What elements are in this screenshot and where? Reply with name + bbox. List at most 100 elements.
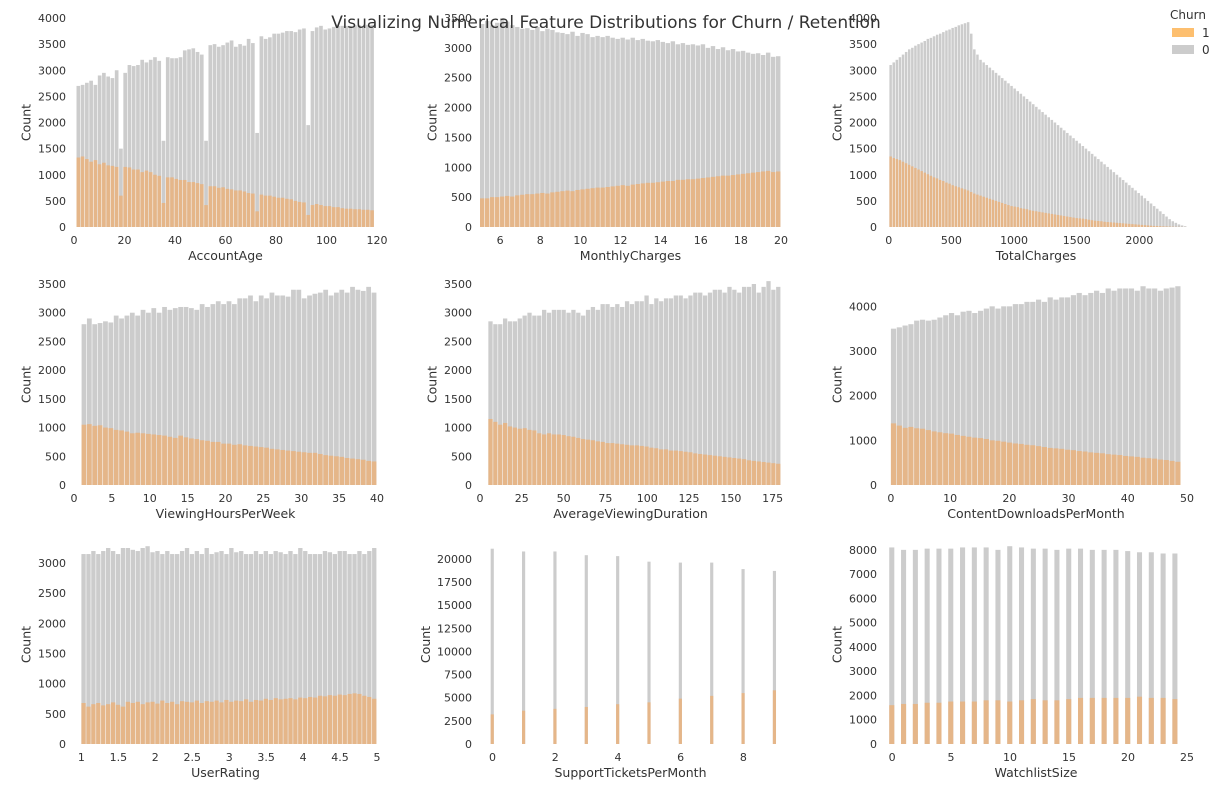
y-axis-label: Count	[18, 626, 33, 663]
bar-churned	[540, 192, 545, 227]
bar-retained	[1022, 96, 1026, 228]
bar-retained	[561, 309, 566, 485]
bar-churned	[303, 698, 308, 744]
bar-retained	[189, 308, 194, 485]
bar-retained	[1053, 299, 1059, 485]
bar-retained	[332, 554, 337, 744]
subplot-TotalCharges: 0 500 1000 1500 2000 TotalCharges 0 500 1000 1500…	[829, 12, 1187, 263]
bar-retained	[654, 298, 659, 485]
legend-label-retained: 0	[1202, 42, 1210, 57]
bar-churned	[1152, 225, 1156, 227]
bar-churned	[660, 181, 666, 227]
bar-retained	[1030, 548, 1036, 744]
bar-churned	[115, 704, 121, 744]
bar-churned	[106, 165, 110, 227]
y-axis-label: Count	[424, 366, 439, 403]
y-tick-label: 500	[45, 450, 66, 463]
legend-entry-retained: 0	[1172, 41, 1210, 58]
bar-churned	[242, 445, 248, 485]
bar-retained	[1000, 78, 1004, 227]
bar-retained	[610, 306, 615, 485]
bar-churned	[1131, 224, 1134, 227]
bar-retained	[1174, 222, 1178, 227]
x-tick-label: 20	[774, 234, 788, 247]
bar-churned	[81, 702, 86, 744]
bar-churned	[1097, 220, 1100, 227]
bar-retained	[80, 84, 85, 227]
bar-retained	[1054, 549, 1060, 744]
y-tick-label: 500	[451, 191, 472, 204]
x-tick-label: 0	[477, 492, 484, 505]
bar-churned	[157, 175, 162, 227]
bar-retained	[581, 315, 586, 485]
legend-swatch-retained	[1172, 45, 1194, 54]
bar-churned	[556, 434, 561, 485]
bar-churned	[331, 207, 336, 227]
bar-retained	[1123, 288, 1129, 485]
bar-churned	[312, 697, 318, 744]
bar-retained	[273, 551, 278, 744]
x-tick-label: 35	[332, 492, 346, 505]
bar-retained	[209, 554, 214, 744]
bar-retained	[110, 78, 115, 227]
x-axis: 0 2 4 6 8 SupportTicketsPerMonth	[489, 751, 747, 780]
bar-churned	[127, 167, 132, 227]
bar-retained	[204, 548, 209, 744]
bar-retained	[584, 555, 588, 744]
bar-churned	[1094, 220, 1097, 227]
bar-churned	[255, 211, 259, 227]
x-tick-label: 30	[1062, 492, 1076, 505]
y-axis: 0 1000 2000 3000 4000 5000 6000 7000 8000 Count	[829, 544, 877, 751]
bar-retained	[948, 548, 954, 744]
bar-retained	[1103, 164, 1106, 227]
bar-churned	[735, 174, 741, 227]
bar-churned	[268, 195, 272, 227]
bar-retained	[705, 47, 711, 227]
bar-churned	[273, 698, 278, 744]
bar-churned	[926, 174, 930, 227]
y-tick-label: 0	[465, 221, 472, 234]
bar-churned	[365, 209, 370, 227]
bar-churned	[209, 701, 214, 744]
bar-churned	[1121, 223, 1125, 227]
bar-retained	[1042, 548, 1048, 744]
bar-retained	[161, 140, 166, 227]
bar-retained	[183, 306, 189, 485]
bar-churned	[600, 187, 605, 227]
bar-churned	[297, 201, 302, 227]
bar-churned	[746, 460, 752, 485]
bar-churned	[772, 690, 777, 744]
y-tick-label: 1000	[38, 169, 66, 182]
bar-retained	[367, 551, 372, 744]
bar-churned	[690, 179, 696, 227]
bar-retained	[1183, 226, 1187, 227]
bar-retained	[740, 50, 746, 228]
bar-churned	[730, 175, 736, 227]
bar-churned	[898, 160, 902, 227]
bar-churned	[678, 451, 683, 485]
bar-churned	[1159, 226, 1162, 227]
bar-churned	[1030, 699, 1036, 744]
bar-retained	[274, 295, 280, 485]
bar-retained	[238, 44, 242, 228]
x-tick-label: 15	[1062, 751, 1076, 764]
x-tick-label: 100	[637, 492, 658, 505]
y-tick-label: 1000	[849, 169, 877, 182]
bar-retained	[760, 55, 766, 227]
y-tick-label: 0	[59, 738, 66, 751]
bar-retained	[114, 70, 119, 227]
bar-churned	[264, 447, 269, 485]
bar-retained	[110, 551, 116, 744]
bar-retained	[600, 37, 605, 227]
bar-churned	[1075, 218, 1078, 227]
bar-churned	[976, 194, 979, 227]
bar-retained	[243, 554, 249, 744]
bar-churned	[522, 428, 527, 485]
bar-retained	[293, 554, 298, 744]
bar-retained	[76, 85, 81, 227]
bar-churned	[1078, 697, 1084, 744]
bar-churned	[1115, 222, 1119, 227]
bar-churned	[182, 179, 187, 227]
bar-retained	[179, 551, 185, 744]
bar-churned	[1042, 700, 1048, 744]
